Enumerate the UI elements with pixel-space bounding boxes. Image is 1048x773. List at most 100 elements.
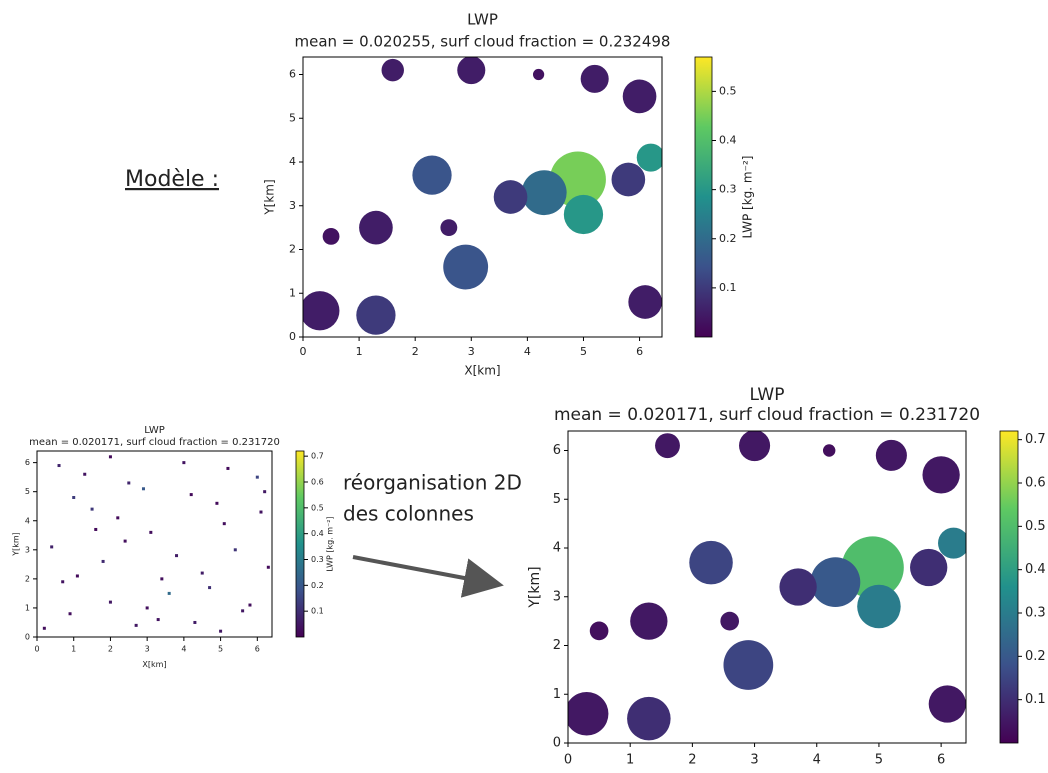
colorbar-tick-label: 0.6 (1025, 476, 1046, 491)
cloud (580, 64, 609, 93)
x-tick-label: 2 (688, 753, 696, 768)
cloud (922, 456, 960, 494)
x-tick-label: 4 (181, 645, 186, 654)
cloud (628, 285, 662, 319)
colorbar-tick-label: 0.6 (311, 478, 324, 487)
cloud (938, 527, 966, 559)
colorbar-tick-label: 0.1 (719, 281, 737, 294)
cloud-column (263, 490, 267, 494)
colorbar-tick-label: 0.5 (719, 84, 737, 97)
x-tick-label: 2 (108, 645, 113, 654)
colorbar-tick-label: 0.3 (1025, 606, 1046, 621)
cloud (723, 640, 774, 690)
reorg-label: des colonnes (343, 502, 474, 526)
chart-title: LWP (144, 425, 165, 436)
cloud-column (75, 574, 79, 578)
cloud (720, 611, 740, 631)
y-tick-label: 4 (553, 541, 561, 556)
x-tick-label: 0 (34, 645, 39, 654)
y-tick-label: 6 (25, 458, 30, 467)
y-tick-label: 5 (553, 492, 561, 507)
colorbar-tick-label: 0.4 (719, 134, 737, 147)
y-tick-label: 1 (553, 687, 561, 702)
y-tick-label: 2 (25, 574, 30, 583)
cloud-column (175, 554, 179, 558)
colorbar (694, 56, 713, 338)
cloud (412, 155, 452, 195)
y-tick-label: 0 (289, 330, 296, 343)
cloud (822, 444, 836, 457)
cloud (521, 170, 567, 216)
colorbar-tick-label: 0.4 (1025, 562, 1046, 577)
cloud-column (145, 606, 149, 610)
cloud (622, 79, 657, 114)
colorbar-tick-label: 0.1 (1025, 692, 1046, 707)
cloud (636, 143, 662, 172)
plot-frame (302, 56, 663, 338)
plot-frame (567, 430, 967, 744)
colorbar-label: LWP [kg. m⁻²] (326, 516, 335, 571)
cloud (655, 433, 680, 459)
cloud-column (83, 472, 87, 476)
cloud-column (72, 496, 76, 499)
cloud (493, 180, 528, 214)
reorg-label: réorganisation 2D (343, 471, 522, 495)
x-tick-label: 3 (145, 645, 150, 654)
cloud-column (108, 455, 112, 459)
cloud-column (193, 620, 197, 624)
x-tick-label: 6 (937, 753, 945, 768)
cloud-column (167, 591, 171, 595)
colorbar-tick-label: 0.5 (311, 503, 324, 512)
colorbar-tick-label: 0.5 (1025, 519, 1046, 534)
x-tick-label: 3 (750, 753, 758, 768)
x-axis-label: X[km] (464, 364, 500, 378)
cloud (689, 540, 733, 585)
cloud (910, 548, 948, 587)
colorbar-tick-label: 0.2 (311, 581, 324, 590)
cloud-column (189, 493, 193, 497)
colorbar (295, 450, 305, 638)
cloud-column (208, 586, 212, 590)
chart-title: LWP (467, 11, 498, 29)
cloud (739, 431, 771, 462)
chart-title: LWP (750, 385, 785, 405)
cloud (928, 685, 966, 723)
y-axis-label: Y[km] (12, 532, 21, 557)
x-tick-label: 5 (218, 645, 223, 654)
cloud-column (222, 522, 226, 526)
cloud-column (182, 461, 186, 465)
cloud-column (127, 481, 131, 485)
y-tick-label: 2 (553, 638, 561, 653)
chart-subtitle: mean = 0.020171, surf cloud fraction = 0… (29, 437, 280, 448)
y-tick-label: 0 (25, 633, 30, 642)
cloud-column (266, 565, 270, 569)
colorbar-tick-label: 0.3 (719, 183, 737, 196)
colorbar-tick-label: 0.3 (311, 555, 324, 564)
x-tick-label: 1 (626, 753, 634, 768)
y-tick-label: 3 (553, 589, 561, 604)
cloud (630, 602, 668, 640)
cloud (611, 162, 646, 197)
cloud-column (241, 609, 245, 613)
cloud-column (108, 600, 112, 604)
y-tick-label: 5 (289, 111, 296, 124)
cloud (457, 57, 486, 85)
x-tick-label: 3 (468, 345, 475, 358)
y-tick-label: 3 (25, 545, 30, 554)
cloud-column (42, 626, 46, 630)
x-tick-label: 5 (580, 345, 587, 358)
cloud-column (101, 559, 105, 563)
chart-subtitle: mean = 0.020171, surf cloud fraction = 0… (554, 405, 980, 425)
cloud-column (68, 612, 72, 616)
model-label: Modèle : (125, 167, 219, 192)
cloud-column (123, 539, 127, 543)
y-tick-label: 6 (289, 68, 296, 81)
cloud (440, 219, 458, 237)
colorbar-tick-label: 0.2 (719, 232, 737, 245)
cloud-column (233, 548, 237, 552)
cloud (381, 58, 404, 82)
cloud-column (94, 527, 98, 531)
x-tick-label: 1 (356, 345, 363, 358)
x-tick-label: 4 (813, 753, 821, 768)
